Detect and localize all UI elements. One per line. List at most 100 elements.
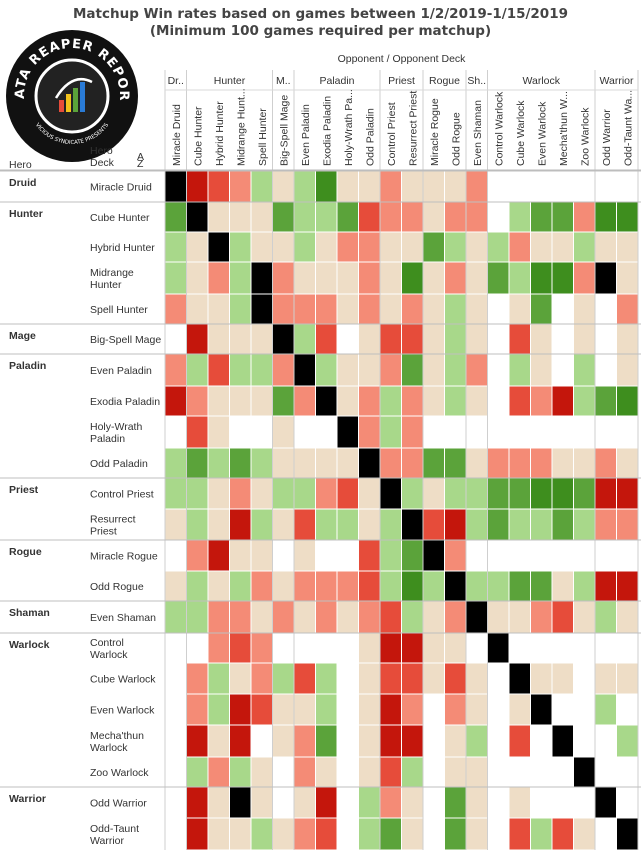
- heatmap-cell: [445, 725, 466, 757]
- heatmap-cell: [208, 663, 229, 694]
- heatmap-cell: [617, 818, 638, 850]
- heatmap-cell: [445, 416, 466, 448]
- heatmap-cell: [208, 725, 229, 757]
- heatmap-cell: [337, 324, 358, 354]
- heatmap-cell: [251, 663, 272, 694]
- column-label: Control Warlock: [493, 91, 505, 166]
- heatmap-cell: [552, 787, 573, 818]
- heatmap-cell: [294, 663, 315, 694]
- heatmap-cell: [552, 509, 573, 540]
- heatmap-cell: [617, 725, 638, 757]
- heatmap-cell: [423, 171, 444, 202]
- heatmap-cell: [294, 509, 315, 540]
- heatmap-cell: [488, 448, 509, 478]
- logo-bar-icon: [80, 82, 85, 112]
- heatmap-cell: [509, 386, 530, 416]
- heatmap-cell: [316, 386, 337, 416]
- heatmap-cell: [488, 571, 509, 601]
- heatmap-cell: [251, 601, 272, 633]
- heatmap-cell: [380, 571, 401, 601]
- heatmap-cell: [187, 694, 208, 725]
- heatmap-cell: [445, 571, 466, 601]
- heatmap-cell: [402, 202, 423, 232]
- heatmap-cell: [445, 663, 466, 694]
- logo-bar-icon: [73, 88, 78, 112]
- heatmap-cell: [466, 663, 487, 694]
- heatmap-cell: [466, 324, 487, 354]
- heatmap-cell: [316, 757, 337, 787]
- heatmap-cell: [187, 601, 208, 633]
- heatmap-cell: [595, 818, 616, 850]
- heatmap-cell: [423, 262, 444, 294]
- heatmap-cell: [294, 354, 315, 386]
- deck-label: Zoo Warlock: [90, 767, 149, 779]
- heatmap-cell: [402, 787, 423, 818]
- heatmap-cell: [337, 571, 358, 601]
- heatmap-cell: [359, 787, 380, 818]
- heatmap-cell: [380, 171, 401, 202]
- heatmap-cell: [488, 324, 509, 354]
- heatmap-cell: [337, 448, 358, 478]
- heatmap-cell: [294, 324, 315, 354]
- heatmap-cell: [251, 509, 272, 540]
- heatmap-cell: [380, 601, 401, 633]
- heatmap-cell: [423, 633, 444, 663]
- heatmap-cell: [208, 633, 229, 663]
- heatmap-cell: [617, 478, 638, 509]
- deck-header: Deck: [90, 157, 115, 169]
- heatmap-cell: [466, 171, 487, 202]
- heatmap-cell: [509, 571, 530, 601]
- heatmap-cell: [208, 448, 229, 478]
- heatmap-cell: [251, 633, 272, 663]
- deck-label: Control: [90, 637, 124, 649]
- heatmap-cell: [380, 294, 401, 324]
- heatmap-cell: [359, 663, 380, 694]
- deck-header: Hero: [90, 145, 113, 157]
- heatmap-cell: [595, 663, 616, 694]
- heatmap-cell: [359, 262, 380, 294]
- heatmap-cell: [617, 416, 638, 448]
- heatmap-cell: [251, 416, 272, 448]
- heatmap-cell: [617, 601, 638, 633]
- heatmap-cell: [402, 663, 423, 694]
- column-label: Cube Warlock: [515, 100, 527, 166]
- heatmap-cell: [445, 262, 466, 294]
- heatmap-cell: [187, 202, 208, 232]
- heatmap-cell: [574, 787, 595, 818]
- data-reaper-logo: DATA REAPER REPORT VICIOUS SYNDICATE PRE…: [4, 28, 138, 162]
- heatmap-cell: [531, 262, 552, 294]
- heatmap-cell: [230, 171, 251, 202]
- heatmap-cell: [294, 232, 315, 262]
- heatmap-cell: [273, 571, 294, 601]
- heatmap-cell: [208, 232, 229, 262]
- heatmap-cell: [488, 478, 509, 509]
- column-label: Odd Warrior: [601, 109, 613, 166]
- heatmap-cell: [230, 478, 251, 509]
- heatmap-cell: [531, 509, 552, 540]
- heatmap-cell: [595, 294, 616, 324]
- heatmap-cell: [466, 262, 487, 294]
- heatmap-cell: [251, 262, 272, 294]
- heatmap-cell: [187, 416, 208, 448]
- heatmap-cell: [617, 633, 638, 663]
- heatmap-cell: [488, 540, 509, 571]
- deck-label: Odd Warrior: [90, 798, 147, 810]
- heatmap-cell: [402, 725, 423, 757]
- column-label: Hybrid Hunter: [214, 101, 226, 166]
- heatmap-cell: [423, 787, 444, 818]
- heatmap-cell: [531, 478, 552, 509]
- heatmap-cell: [552, 478, 573, 509]
- heatmap-cell: [445, 478, 466, 509]
- heatmap-cell: [445, 633, 466, 663]
- heatmap-cell: [617, 386, 638, 416]
- heatmap-cell: [165, 294, 186, 324]
- heatmap-cell: [359, 694, 380, 725]
- heatmap-cell: [187, 540, 208, 571]
- heatmap-cell: [251, 171, 272, 202]
- deck-label: Warrior: [90, 835, 125, 847]
- heatmap-cell: [488, 202, 509, 232]
- heatmap-cell: [574, 540, 595, 571]
- heatmap-cell: [531, 601, 552, 633]
- heatmap-cell: [251, 757, 272, 787]
- heatmap-cell: [294, 416, 315, 448]
